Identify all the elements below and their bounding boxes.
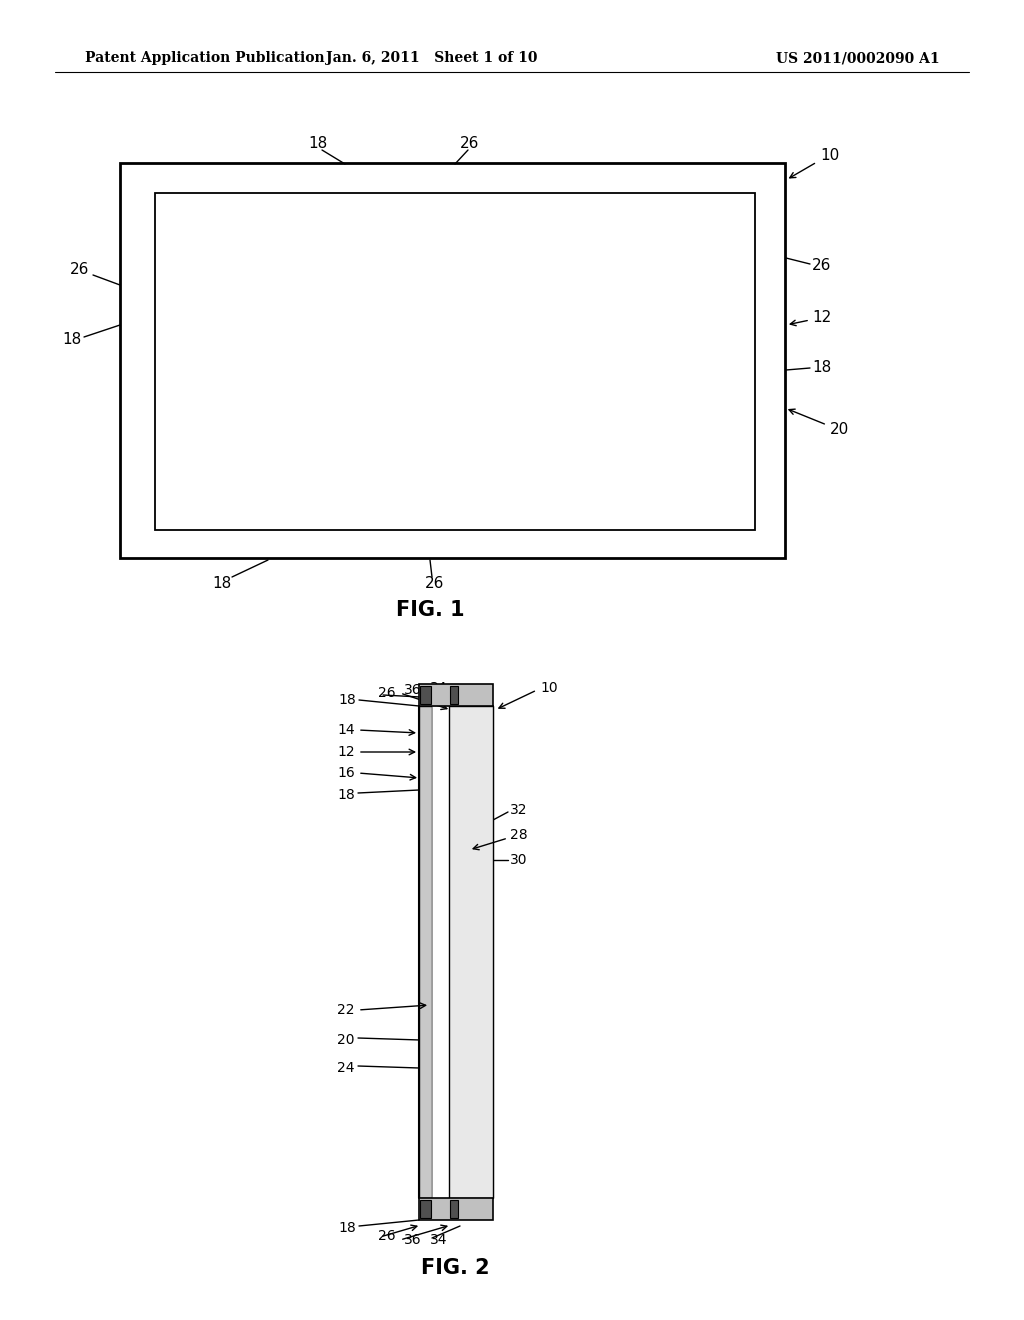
Text: 26: 26 <box>71 263 90 277</box>
Text: 22: 22 <box>338 1003 355 1016</box>
Text: 16: 16 <box>337 766 355 780</box>
Text: 26: 26 <box>461 136 479 150</box>
Text: 26: 26 <box>425 576 444 590</box>
Text: 18: 18 <box>308 136 328 150</box>
Text: 18: 18 <box>338 693 356 708</box>
Text: 12: 12 <box>812 310 831 326</box>
Bar <box>449 706 493 1199</box>
Bar <box>450 686 458 704</box>
Text: Patent Application Publication: Patent Application Publication <box>85 51 325 65</box>
Text: US 2011/0002090 A1: US 2011/0002090 A1 <box>776 51 940 65</box>
Text: 26: 26 <box>378 686 395 700</box>
Text: 18: 18 <box>337 788 355 803</box>
Text: 32: 32 <box>510 803 527 817</box>
Text: 20: 20 <box>338 1034 355 1047</box>
Text: 26: 26 <box>812 257 831 272</box>
Text: Jan. 6, 2011   Sheet 1 of 10: Jan. 6, 2011 Sheet 1 of 10 <box>327 51 538 65</box>
Text: 10: 10 <box>820 148 840 162</box>
Text: 34: 34 <box>430 1233 447 1247</box>
Bar <box>450 1200 458 1218</box>
Bar <box>420 686 431 704</box>
Text: 18: 18 <box>338 1221 356 1236</box>
Text: 14: 14 <box>337 723 355 737</box>
Text: FIG. 2: FIG. 2 <box>421 1258 489 1278</box>
Bar <box>432 706 449 1199</box>
Text: 26: 26 <box>378 1229 395 1243</box>
Text: 18: 18 <box>62 333 82 347</box>
Text: FIG. 1: FIG. 1 <box>395 601 464 620</box>
Text: 34: 34 <box>430 681 447 696</box>
Text: 20: 20 <box>830 422 849 437</box>
Text: 28: 28 <box>510 828 527 842</box>
Bar <box>155 193 755 531</box>
Text: 36: 36 <box>404 1233 422 1247</box>
Bar <box>120 162 785 558</box>
Bar <box>419 706 432 1199</box>
Text: 30: 30 <box>510 853 527 867</box>
Text: 36: 36 <box>404 682 422 697</box>
Bar <box>420 1200 431 1218</box>
Text: 18: 18 <box>212 576 231 590</box>
Bar <box>419 684 493 706</box>
Text: 12: 12 <box>337 744 355 759</box>
Bar <box>419 1199 493 1220</box>
Text: 10: 10 <box>540 681 558 696</box>
Text: 24: 24 <box>338 1061 355 1074</box>
Text: 18: 18 <box>812 360 831 375</box>
